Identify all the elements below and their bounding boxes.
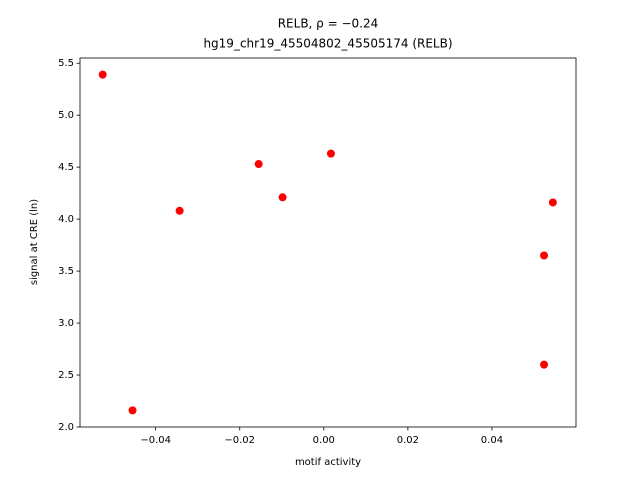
x-tick-label: −0.04 [140,435,171,446]
scatter-point [278,193,287,202]
chart-subtitle: hg19_chr19_45504802_45505174 (RELB) [203,37,452,51]
plot-frame [79,57,577,428]
scatter-point [326,149,335,158]
y-tick-label: 2.0 [58,422,74,433]
y-tick-label: 4.0 [58,214,74,225]
y-tick-label: 4.5 [58,162,74,173]
x-axis-label: motif activity [295,457,361,468]
y-tick-label: 3.0 [58,318,74,329]
x-tick-label: 0.02 [397,435,419,446]
scatter-point [98,70,107,79]
y-axis-label: signal at CRE (ln) [29,199,40,285]
chart-title: RELB, ρ = −0.24 [278,17,379,31]
x-tick-label: 0.04 [481,435,503,446]
scatter-point [175,206,184,215]
scatter-point [548,198,557,207]
scatter-point [254,160,263,169]
scatter-point [540,251,549,260]
y-tick-label: 5.0 [58,110,74,121]
scatter-point [540,360,549,369]
x-tick-label: −0.02 [224,435,255,446]
y-tick-label: 2.5 [58,370,74,381]
x-tick-label: 0.00 [313,435,335,446]
scatter-point [128,406,137,415]
y-tick-label: 3.5 [58,266,74,277]
y-tick-label: 5.5 [58,58,74,69]
